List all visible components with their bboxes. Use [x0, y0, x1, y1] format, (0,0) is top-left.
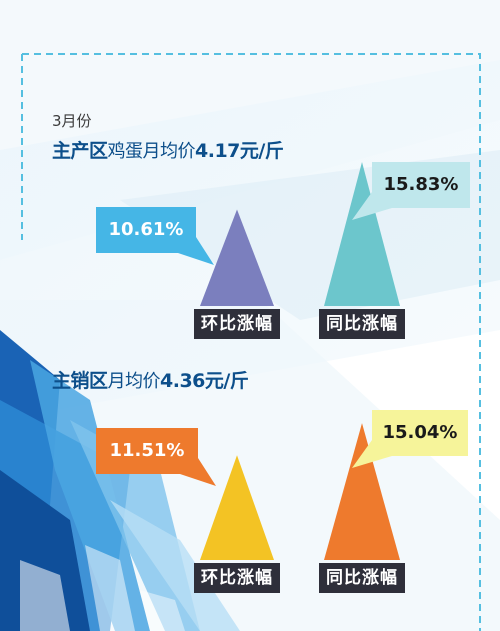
panel-heading-producer: 主产区鸡蛋月均价4.17元/斤: [52, 140, 284, 162]
percent-label: 10.61%: [108, 219, 184, 240]
percent-label: 15.83%: [383, 174, 459, 195]
percent-label: 11.51%: [109, 440, 185, 461]
month-label: 3月份: [52, 112, 92, 130]
category-label: 同比涨幅: [326, 314, 398, 334]
callout-box: [96, 428, 216, 486]
category-label: 环比涨幅: [201, 314, 273, 334]
triangle-bar: [324, 161, 400, 306]
heading-tail: 4.36元/斤: [160, 370, 249, 392]
category-plate: [194, 563, 280, 593]
category-plate: [319, 563, 405, 593]
callout-box: [352, 162, 470, 220]
percent-label: 15.04%: [382, 422, 458, 443]
category-plate: [194, 309, 280, 339]
heading-bold: 主产区: [52, 140, 108, 162]
decorative-stripes: [0, 330, 240, 631]
dashed-frame: [21, 53, 481, 631]
heading-bold: 主销区: [52, 370, 108, 392]
heading-tail: 4.17元/斤: [195, 140, 284, 162]
triangle-bar: [200, 455, 274, 560]
heading-mid: 月均价: [107, 371, 161, 392]
triangle-bar: [200, 209, 274, 306]
heading-mid: 鸡蛋月均价: [107, 141, 196, 162]
panel-heading-consumer: 主销区月均价4.36元/斤: [52, 370, 249, 392]
category-label: 环比涨幅: [201, 568, 273, 588]
triangle-bar: [324, 423, 400, 560]
callout-box: [352, 410, 468, 468]
category-plate: [319, 309, 405, 339]
category-label: 同比涨幅: [326, 568, 398, 588]
callout-box: [96, 207, 214, 265]
